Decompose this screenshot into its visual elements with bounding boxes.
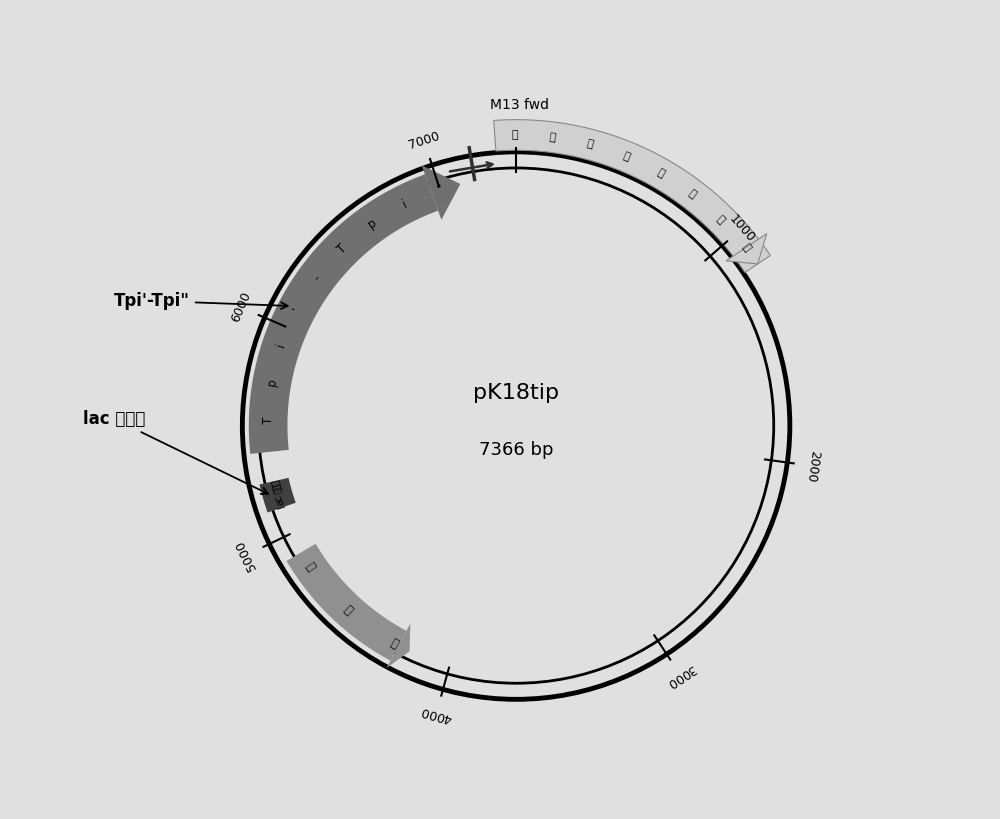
- Polygon shape: [726, 233, 767, 264]
- Text: 接: 接: [686, 188, 698, 201]
- Polygon shape: [260, 477, 296, 513]
- Text: a: a: [274, 497, 286, 506]
- Text: i: i: [400, 197, 409, 210]
- Text: 5000: 5000: [233, 538, 259, 572]
- Text: 动: 动: [270, 482, 281, 491]
- Text: 抗: 抗: [621, 151, 631, 162]
- Polygon shape: [249, 174, 438, 454]
- Text: 子: 子: [388, 636, 401, 651]
- Text: 4000: 4000: [419, 704, 453, 725]
- Text: pK18tip: pK18tip: [473, 383, 559, 404]
- Text: ': ': [290, 305, 303, 314]
- Text: 性: 性: [655, 167, 666, 179]
- Text: T: T: [262, 416, 275, 424]
- Text: -: -: [311, 272, 324, 283]
- Text: p: p: [265, 378, 279, 387]
- Text: 2000: 2000: [804, 450, 821, 482]
- Polygon shape: [386, 623, 410, 668]
- Text: 那: 那: [549, 132, 557, 143]
- Text: M13 fwd: M13 fwd: [490, 97, 549, 111]
- Text: c: c: [273, 494, 285, 502]
- Text: 3000: 3000: [664, 662, 698, 690]
- Text: 制: 制: [341, 603, 355, 618]
- Text: T: T: [335, 242, 350, 256]
- Text: p: p: [365, 216, 379, 232]
- Text: 6000: 6000: [229, 290, 253, 324]
- Text: 子: 子: [269, 479, 280, 487]
- Polygon shape: [494, 120, 770, 273]
- Text: 1000: 1000: [726, 212, 757, 245]
- Text: lac 启动子: lac 启动子: [83, 410, 268, 494]
- Text: Tpi'-Tpi": Tpi'-Tpi": [114, 292, 288, 310]
- Text: 7000: 7000: [407, 129, 441, 152]
- Text: 子: 子: [740, 242, 752, 254]
- Text: ": ": [435, 183, 444, 197]
- Text: 复: 复: [303, 560, 318, 573]
- Text: l: l: [276, 502, 287, 509]
- Polygon shape: [422, 165, 460, 219]
- Polygon shape: [287, 544, 406, 661]
- Text: 卡: 卡: [511, 130, 518, 140]
- Text: i: i: [275, 342, 288, 349]
- Text: 霖: 霖: [586, 139, 594, 150]
- Text: 启: 启: [271, 486, 282, 495]
- Text: 7366 bp: 7366 bp: [479, 441, 553, 459]
- Text: 头: 头: [715, 214, 727, 225]
